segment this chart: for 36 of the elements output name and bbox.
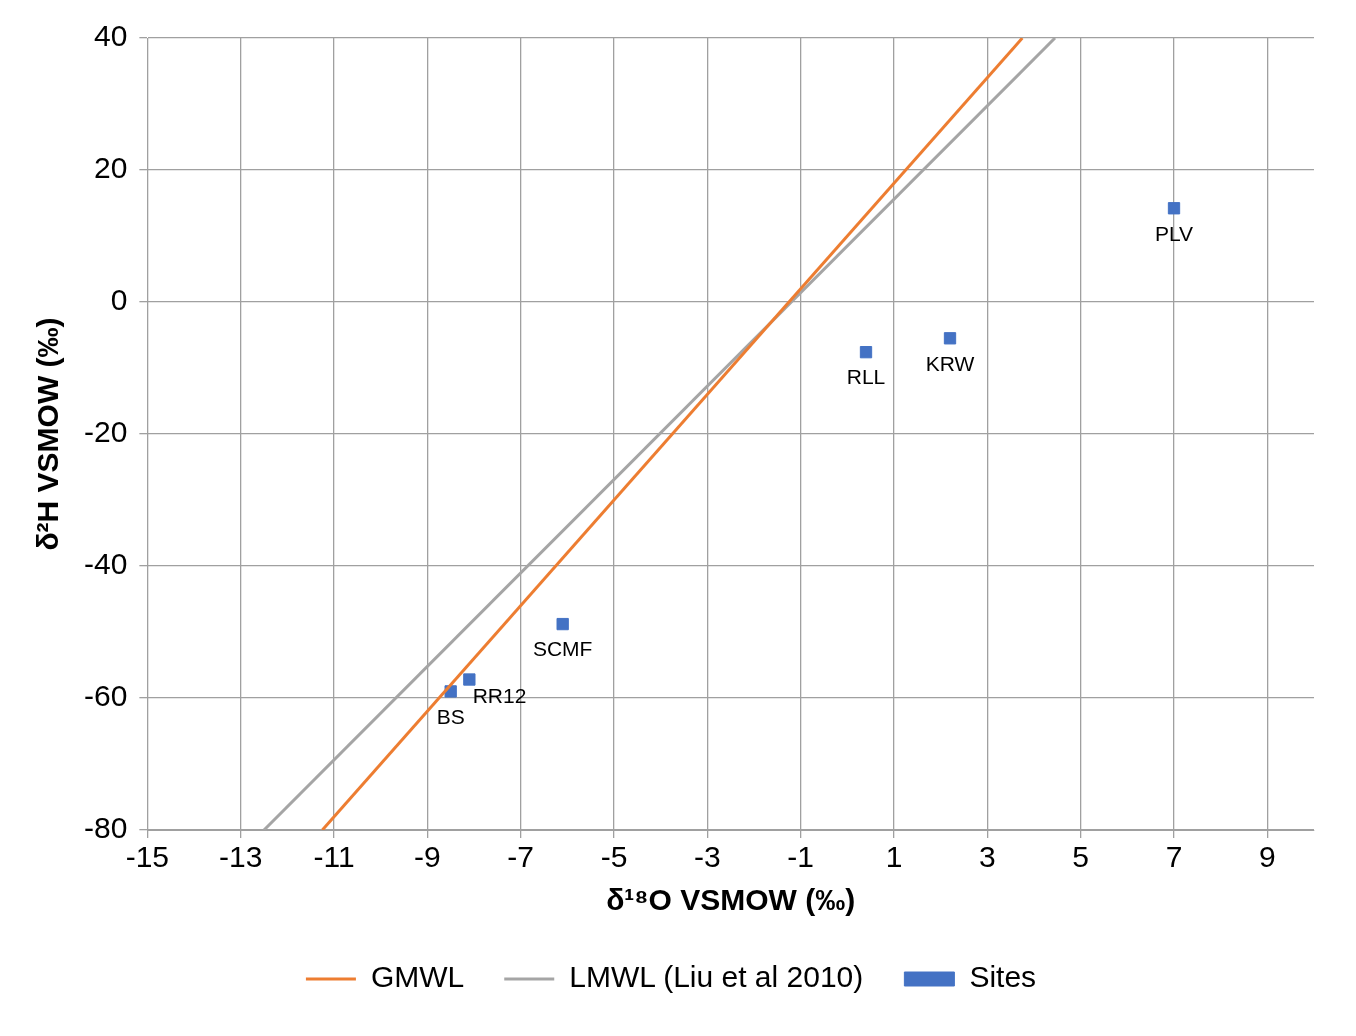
y-tick-label: 40 <box>93 19 128 53</box>
x-tick-label: -3 <box>694 840 721 874</box>
y-axis-title: δ²H VSMOW (‰) <box>31 317 65 551</box>
x-tick-label: -13 <box>219 840 263 874</box>
point <box>943 332 957 345</box>
point <box>859 346 873 359</box>
y-tick-label: 0 <box>110 283 128 317</box>
x-axis-title: δ¹⁸O VSMOW (‰) <box>606 883 856 917</box>
x-tick-label: 5 <box>1072 840 1090 874</box>
x-tick-label: -1 <box>787 840 815 874</box>
y-tick-label: -20 <box>84 415 128 449</box>
x-tick-label: 7 <box>1165 840 1183 874</box>
legend-label: Sites <box>969 960 1037 994</box>
x-tick-label: 3 <box>979 840 996 874</box>
point <box>1167 202 1181 215</box>
x-tick-label: -9 <box>414 840 441 874</box>
x-tick-label: 9 <box>1258 840 1276 874</box>
annotation: RLL <box>846 365 886 389</box>
point <box>463 673 476 686</box>
x-tick-label: -15 <box>125 840 170 874</box>
x-tick-label: -7 <box>507 840 535 874</box>
legend-label: LMWL (Liu et al 2010) <box>569 960 864 994</box>
x-tick-label: -5 <box>600 840 628 874</box>
annotation: PLV <box>1154 221 1194 245</box>
y-tick-label: 20 <box>93 151 128 185</box>
annotation: BS <box>436 704 465 728</box>
y-tick-label: -80 <box>84 811 128 845</box>
annotation: SCMF <box>532 637 593 661</box>
legend-label: GMWL <box>370 960 465 994</box>
point <box>556 617 569 631</box>
y-tick-label: -40 <box>84 547 128 581</box>
y-tick-label: -60 <box>84 679 128 713</box>
annotation: RR12 <box>472 683 527 707</box>
x-tick-label: 1 <box>885 840 903 874</box>
annotation: KRW <box>925 351 975 375</box>
x-tick-label: -11 <box>313 840 355 874</box>
